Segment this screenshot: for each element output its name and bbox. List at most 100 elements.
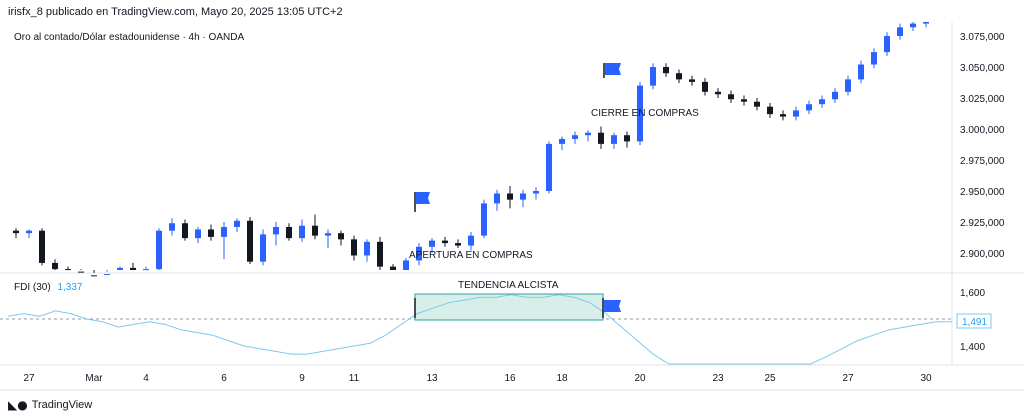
candle-body: [390, 266, 396, 270]
price-tick-label: 2.925,000: [960, 218, 1005, 229]
price-tick-label: 2.900,000: [960, 249, 1005, 260]
time-tick-label: Mar: [85, 373, 103, 384]
flag-icon: [414, 192, 430, 212]
price-tick-label: 3.050,000: [960, 63, 1005, 74]
symbol-title[interactable]: Oro al contado/Dólar estadounidense · 4h…: [14, 32, 245, 43]
candle-body: [780, 114, 786, 117]
price-tick-label: 2.975,000: [960, 156, 1005, 167]
time-tick-label: 16: [504, 373, 516, 384]
time-tick-label: 23: [712, 373, 724, 384]
candle-body: [624, 135, 630, 142]
indicator-legend[interactable]: FDI (30) 1,337: [14, 282, 82, 293]
candle-body: [793, 110, 799, 117]
candle-body: [234, 220, 240, 227]
flag-icon: [602, 298, 621, 318]
candle-body: [169, 223, 175, 231]
time-tick-label: 27: [842, 373, 854, 384]
candle-body: [832, 91, 838, 100]
candle-body: [819, 99, 825, 105]
time-tick-label: 18: [556, 373, 568, 384]
candle-body: [13, 230, 19, 234]
candle-body: [507, 193, 513, 200]
candle-body: [910, 23, 916, 28]
candle-body: [182, 223, 188, 239]
fdi-line: [7, 294, 952, 365]
candle-body: [130, 267, 136, 270]
indicator-value: 1,337: [57, 282, 83, 293]
time-tick-label: 20: [634, 373, 646, 384]
candle-body: [351, 239, 357, 256]
flag-icon: [603, 63, 621, 78]
fdi-current-badge: 1,491: [956, 313, 992, 329]
candle-body: [260, 234, 266, 262]
candle-body: [247, 220, 253, 262]
candle-body: [39, 230, 45, 263]
time-tick-label: 30: [920, 373, 932, 384]
candle-body: [767, 106, 773, 115]
candle-body: [403, 260, 409, 270]
annotation-close: CIERRE EN COMPRAS: [591, 108, 699, 119]
candle-body: [65, 269, 71, 271]
candle-body: [520, 193, 526, 200]
candle-body: [858, 64, 864, 80]
candle-body: [845, 79, 851, 92]
time-tick-label: 13: [426, 373, 438, 384]
candle-body: [637, 85, 643, 142]
candle-body: [650, 67, 656, 86]
candle-body: [572, 135, 578, 139]
candle-body: [78, 271, 84, 273]
candle-body: [689, 79, 695, 82]
candle-body: [611, 135, 617, 144]
candle-body: [416, 246, 422, 261]
time-tick-label: 9: [299, 373, 305, 384]
candle-body: [598, 132, 604, 144]
annotation-trend: TENDENCIA ALCISTA: [458, 280, 559, 291]
candle-body: [481, 203, 487, 236]
candle-body: [468, 235, 474, 246]
candle-body: [325, 233, 331, 236]
publish-info: irisfx_8 publicado en TradingView.com, M…: [8, 6, 343, 18]
candle-body: [52, 262, 58, 270]
candle-body: [26, 230, 32, 234]
candle-body: [143, 269, 149, 271]
brand-label: TradingView: [31, 399, 93, 411]
time-tick-label: 6: [221, 373, 227, 384]
price-tick-label: 3.075,000: [960, 32, 1005, 43]
candle-body: [546, 143, 552, 191]
candle-body: [312, 225, 318, 236]
candle-body: [884, 36, 890, 53]
candle-body: [156, 230, 162, 270]
candle-body: [806, 104, 812, 111]
candle-body: [273, 226, 279, 235]
tradingview-logo-icon: ◣●: [8, 398, 28, 412]
candle-body: [923, 22, 929, 24]
time-tick-label: 11: [349, 373, 360, 384]
time-tick-label: 4: [143, 373, 149, 384]
svg-text:1,491: 1,491: [962, 317, 987, 328]
candle-body: [702, 81, 708, 92]
candle-body: [494, 193, 500, 204]
candles-group: [13, 22, 929, 277]
candle-body: [338, 233, 344, 240]
candle-body: [299, 225, 305, 239]
brand[interactable]: ◣● TradingView: [8, 398, 92, 412]
candle-body: [676, 73, 682, 80]
candle-body: [754, 101, 760, 107]
candle-body: [442, 240, 448, 244]
time-tick-label: 27: [23, 373, 35, 384]
price-axis: 3.075,000 3.050,000 3.025,000 3.000,000 2.97…: [960, 32, 1005, 353]
candle-body: [871, 52, 877, 65]
candle-body: [559, 138, 565, 144]
indicator-name: FDI (30): [14, 282, 51, 293]
candle-body: [104, 274, 110, 276]
candle-body: [455, 243, 461, 246]
candle-body: [208, 229, 214, 237]
fdi-tick-label: 1,400: [960, 342, 985, 353]
time-tick-label: 25: [764, 373, 776, 384]
candle-body: [221, 226, 227, 237]
candle-body: [117, 267, 123, 270]
candle-body: [195, 229, 201, 239]
candle-body: [364, 241, 370, 256]
price-tick-label: 2.950,000: [960, 187, 1005, 198]
